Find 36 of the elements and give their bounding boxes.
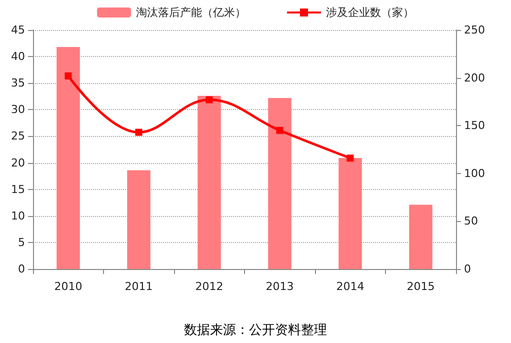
y-tick-label: 25 — [11, 130, 25, 143]
y2-tick-label: 250 — [464, 24, 485, 36]
y-tick-label: 45 — [11, 24, 25, 36]
legend-label: 涉及企业数（家） — [326, 6, 414, 19]
y-tick-label: 0 — [18, 262, 25, 276]
x-tick-label: 2011 — [124, 280, 153, 293]
bar — [268, 98, 292, 269]
y-tick-label: 15 — [11, 182, 25, 196]
bar — [56, 46, 80, 269]
source-note: 数据来源：公开资料整理 — [184, 323, 327, 338]
bar — [198, 96, 221, 269]
point — [276, 126, 284, 134]
y2-tick-label: 100 — [464, 166, 485, 180]
point — [206, 96, 213, 104]
legend-label: 淘汰落后产能（亿米） — [136, 6, 246, 19]
y2-tick-label: 0 — [464, 262, 471, 276]
y2-tick-label: 50 — [464, 214, 478, 228]
bar — [127, 170, 150, 269]
y-tick-label: 30 — [11, 103, 25, 116]
y2-tick-label: 200 — [464, 71, 485, 84]
y2-tick-label: 150 — [464, 119, 485, 132]
y-tick-label: 35 — [11, 76, 25, 90]
bar — [409, 204, 432, 269]
x-tick-label: 2015 — [406, 280, 435, 293]
point — [346, 154, 354, 162]
x-tick-label: 2010 — [54, 280, 82, 293]
x-tick-label: 2013 — [266, 280, 294, 293]
point — [135, 128, 142, 136]
x-tick-label: 2014 — [336, 280, 364, 293]
point — [64, 72, 72, 80]
y-tick-label: 10 — [11, 209, 25, 222]
x-tick-label: 2012 — [195, 280, 224, 293]
y-tick-label: 40 — [11, 50, 25, 64]
y-tick-label: 20 — [11, 156, 25, 170]
bar — [338, 158, 362, 269]
y-tick-label: 5 — [18, 236, 25, 249]
